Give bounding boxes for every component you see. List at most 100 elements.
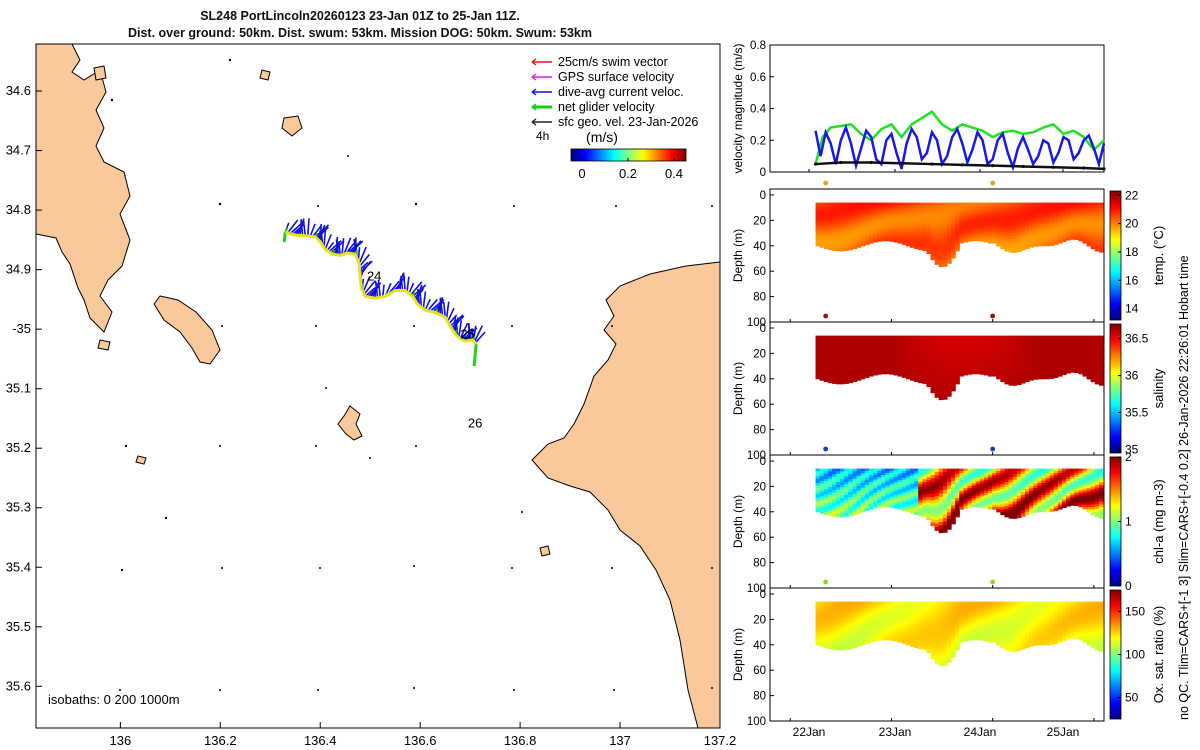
section-cell [942,370,948,376]
section-cell [992,603,997,607]
section-cell [860,618,866,622]
section-cell [848,220,854,225]
section-cell [819,372,825,376]
section-cell [901,349,907,353]
section-cell [868,211,874,215]
section-cell [1008,515,1014,519]
section-cell [1000,373,1006,378]
map-lat-tick-label: 35.2 [6,440,31,455]
section-cell [1016,498,1022,502]
section-cell [831,221,837,225]
section-cell [1045,228,1051,232]
section-cell [848,492,854,496]
section-cell [946,369,952,374]
section-cell [1004,240,1010,244]
section-cell [934,383,940,388]
section-cell [860,229,866,232]
section-cell [922,351,928,355]
section-cell [852,504,858,508]
section-cell [864,494,870,497]
map-lon-tick-label: 136.2 [204,733,237,748]
section-cell [1004,367,1010,371]
section-cell [1004,213,1010,217]
section-cell [1016,479,1022,483]
section-cell [848,239,854,243]
section-cell [827,353,833,358]
section-cell [922,612,928,616]
section-cell [1094,351,1100,355]
section-cell [979,635,985,639]
section-cell [918,640,923,644]
section-cell [967,608,973,611]
section-cell [1033,340,1038,344]
section-cell [1053,202,1059,206]
section-cell [988,484,993,488]
section-cell [1041,350,1047,353]
section-cell [827,364,833,368]
section-cell [827,612,833,616]
section-cell [1024,358,1030,362]
section-cell [922,231,928,235]
section-cell [926,247,932,252]
section-cell [1045,361,1051,365]
section-cell [827,241,833,245]
section-cell [1012,468,1018,472]
section-cell [963,211,969,215]
section-cell [1061,488,1067,491]
section-cell [815,480,821,484]
section-cell [996,202,1001,206]
section-cell [852,343,858,347]
section-cell [930,386,936,391]
section-cell [979,206,985,210]
section-cell [955,604,960,608]
section-cell [836,492,841,496]
section-cell [988,635,993,639]
section-cell [951,613,956,618]
section-cell [971,622,977,626]
section-cell [963,608,969,611]
section-cell [1082,364,1088,368]
section-cell [1004,370,1010,374]
section-cell [1074,354,1079,357]
section-cell [1053,477,1059,481]
section-cell [860,468,866,472]
section-cell [1004,620,1010,624]
section-cell [996,233,1001,237]
section-cell [881,204,886,208]
section-cell [914,356,919,360]
section-cell [897,342,903,346]
section-cell [885,479,891,482]
section-cell [988,236,993,240]
section-cell [848,471,854,475]
section-cell [996,497,1001,501]
section-cell [1020,242,1026,246]
section-cell [955,245,960,249]
section-cell [992,371,997,375]
section-cell [1090,246,1096,250]
section-cell [905,350,911,353]
section-cell [1020,364,1026,368]
section-cell [1061,226,1067,230]
section-cell [967,226,973,229]
section-cell [881,496,886,499]
section-cell [868,606,874,609]
section-cell [1000,471,1006,475]
section-cell [848,468,854,472]
section-cell [909,505,915,509]
section-cell [975,346,981,349]
section-cell [1082,470,1088,474]
section-cell [860,483,866,486]
section-cell [877,209,882,212]
section-cell [959,473,964,476]
section-cell [942,503,948,509]
section-cell [1098,343,1104,348]
section-cell [897,220,903,224]
section-cell [938,367,944,372]
section-cell [934,236,940,241]
section-cell [827,507,833,511]
section-cell [881,369,886,373]
section-cell [1024,205,1030,209]
section-cell [905,354,911,358]
section-cell [1004,492,1010,496]
